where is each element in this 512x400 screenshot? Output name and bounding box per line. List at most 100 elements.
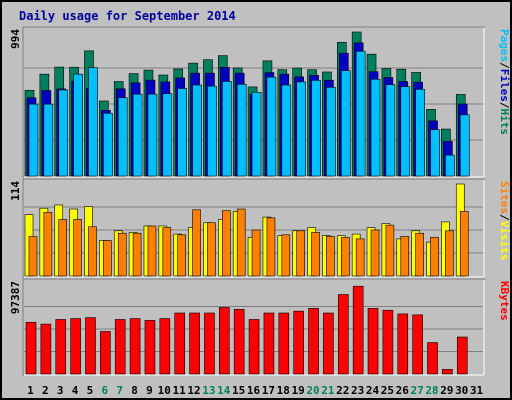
x-tick-label: 25	[381, 384, 394, 397]
kbytes-bar	[233, 309, 245, 375]
pages-bar	[162, 93, 173, 177]
x-tick-label: 18	[277, 384, 290, 397]
y-axis-label-part: Hits	[498, 109, 510, 136]
sites-bar	[281, 234, 291, 277]
y-axis-label-part: /	[498, 214, 510, 221]
kbytes-bar	[248, 319, 260, 375]
x-tick-label: 4	[72, 384, 79, 397]
x-tick-label: 17	[262, 384, 275, 397]
pages-bar	[400, 86, 411, 177]
sites-bar	[117, 232, 127, 277]
kbytes-bar	[427, 342, 438, 375]
y-axis-label-part: Sites	[498, 181, 510, 214]
pages-bar	[58, 89, 69, 177]
pages-bar	[192, 84, 202, 177]
sites-bar	[370, 229, 380, 277]
pages-bar	[445, 154, 455, 177]
y-axis-label: Pages/Files/Hits	[498, 29, 510, 135]
kbytes-bar	[263, 312, 275, 375]
pages-bar	[236, 83, 247, 177]
pages-bar	[251, 91, 262, 177]
sites-bar	[73, 219, 82, 277]
visits-sites-panel: 114 Sites/Visits	[9, 178, 510, 278]
y-axis-label-part: /	[498, 62, 510, 69]
x-tick-label: 7	[116, 384, 123, 397]
kbytes-bar	[204, 312, 215, 375]
kbytes-bar	[278, 312, 290, 375]
y-axis-label-part: Files	[498, 69, 510, 102]
sites-bar	[385, 224, 395, 277]
y-max-label: 114	[9, 181, 22, 201]
kbytes-bar	[144, 320, 156, 375]
x-tick-label: 10	[158, 384, 171, 397]
pages-bar	[311, 80, 321, 177]
kbytes-bar	[159, 318, 171, 375]
sites-bar	[192, 209, 201, 277]
x-tick-label: 3	[57, 384, 64, 397]
x-tick-label: 22	[336, 384, 349, 397]
x-tick-label: 23	[351, 384, 364, 397]
pages-bar	[355, 50, 366, 177]
x-tick-label: 14	[217, 384, 231, 397]
sites-bar	[355, 238, 365, 277]
kbytes-bar	[293, 310, 304, 375]
pages-bar	[370, 78, 381, 177]
x-tick-label: 27	[410, 384, 423, 397]
pages-bar	[43, 103, 54, 177]
x-tick-label: 12	[187, 384, 200, 397]
x-tick-label: 5	[87, 384, 94, 397]
kbytes-bar	[352, 285, 364, 375]
y-axis-label-part: Visits	[498, 221, 510, 261]
kbytes-bar	[174, 312, 186, 375]
x-tick-label: 8	[131, 384, 138, 397]
pages-bar	[103, 112, 113, 177]
sites-bar	[326, 236, 335, 277]
y-axis-label: KBytes	[498, 281, 510, 321]
y-axis-label-part: KBytes	[498, 281, 510, 321]
kbytes-bar	[308, 308, 319, 375]
hits-files-pages-panel: 994 Pages/Files/Hits	[9, 26, 510, 178]
pages-bar	[73, 73, 83, 177]
pages-bar	[385, 84, 396, 177]
x-tick-label: 2	[42, 384, 49, 397]
pages-bar	[117, 97, 128, 177]
bars	[24, 31, 470, 177]
pages-bar	[415, 89, 425, 177]
sites-bar	[103, 240, 112, 277]
x-tick-label: 13	[202, 384, 215, 397]
kbytes-bar	[189, 312, 200, 375]
x-tick-label: 20	[306, 384, 319, 397]
pages-bar	[147, 93, 158, 177]
x-tick-label: 24	[366, 384, 380, 397]
kbytes-bar	[70, 318, 81, 375]
x-tick-label: 21	[321, 384, 335, 397]
x-tick-label: 11	[173, 384, 187, 397]
kbytes-bar	[100, 331, 111, 375]
kbytes-bar	[25, 321, 37, 375]
sites-bar	[132, 232, 142, 277]
sites-bar	[147, 225, 157, 277]
x-tick-label: 26	[396, 384, 410, 397]
pages-bar	[266, 76, 277, 177]
x-tick-label: 1	[27, 384, 34, 397]
pages-bar	[28, 103, 39, 177]
y-axis-label-part: Pages	[498, 29, 510, 62]
kbytes-bar	[114, 319, 126, 375]
sites-bar	[430, 236, 439, 277]
bars	[24, 183, 469, 277]
sites-bar	[236, 208, 246, 277]
x-tick-label: 30	[455, 384, 468, 397]
sites-bar	[43, 211, 53, 277]
sites-bar	[28, 236, 38, 277]
kbytes-bar	[85, 317, 96, 375]
y-axis-label: Sites/Visits	[498, 181, 510, 261]
kbytes-bar	[55, 319, 67, 375]
sites-bar	[58, 219, 68, 277]
kbytes-bar	[442, 369, 453, 375]
kbytes-bar	[412, 314, 423, 375]
y-max-label: 97387	[9, 281, 22, 314]
pages-bar	[459, 114, 470, 177]
kbytes-bar	[456, 336, 468, 375]
